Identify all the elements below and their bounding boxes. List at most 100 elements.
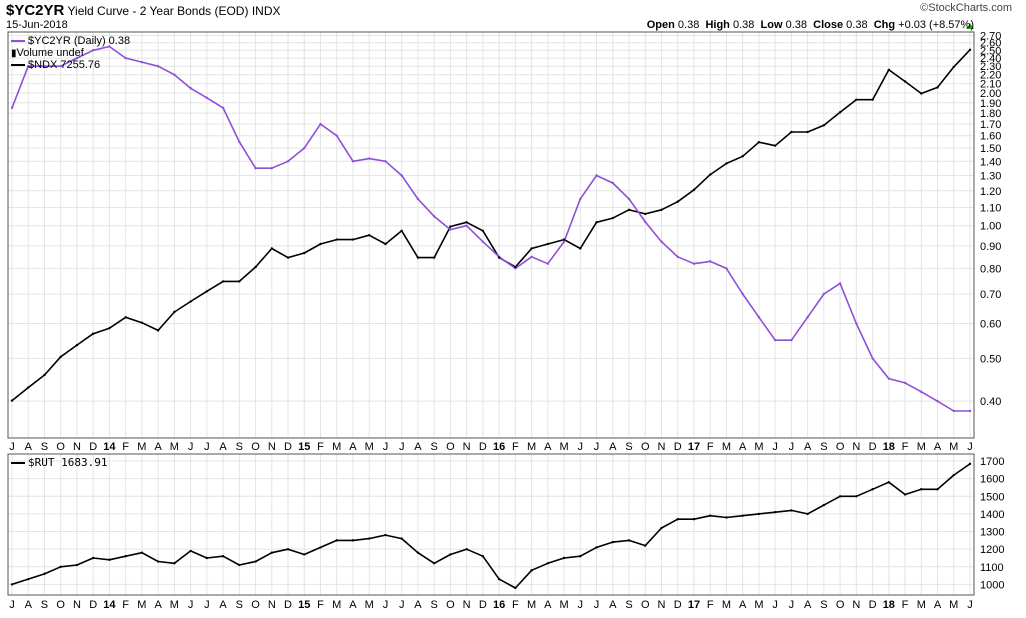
lower-x-tick-label: M — [559, 599, 568, 611]
upper-x-tick-label: F — [512, 441, 519, 453]
yc2yr-point — [546, 262, 550, 265]
lower-y-tick-label: 1600 — [980, 474, 1004, 486]
upper-x-tick-label: S — [625, 441, 632, 453]
rut-point — [416, 551, 420, 554]
legend-rut-label: $RUT 1683.91 — [28, 456, 108, 469]
yc2yr-point — [238, 140, 241, 143]
lower-x-tick-label: N — [658, 599, 666, 611]
rut-point — [335, 539, 338, 542]
rut-point — [562, 556, 566, 560]
lower-x-tick-label: N — [463, 599, 471, 611]
yc2yr-point — [903, 381, 907, 385]
ndx-point — [757, 140, 761, 144]
ndx-point — [855, 98, 858, 101]
yc2yr-point — [335, 134, 338, 137]
upper-x-tick-label: 14 — [103, 441, 116, 453]
rut-point — [124, 555, 127, 558]
rut-point — [91, 556, 95, 560]
rut-point — [238, 563, 241, 567]
upper-y-tick-label: 2.70 — [980, 31, 1001, 43]
ndx-point — [27, 386, 30, 389]
yc2yr-point — [75, 56, 79, 60]
rut-point — [189, 549, 192, 553]
ndx-point — [189, 300, 192, 303]
legend-ndx-label: $NDX 7255.76 — [28, 59, 101, 71]
lower-x-tick-label: A — [544, 599, 552, 611]
ndx-point — [270, 247, 273, 250]
rut-point — [838, 495, 842, 498]
rut-point — [773, 510, 777, 514]
up-arrow-icon — [966, 23, 974, 29]
lower-x-tick-label: N — [268, 599, 276, 611]
upper-y-tick-label: 2.10 — [980, 79, 1001, 91]
lower-x-tick-label: M — [949, 599, 958, 611]
yc2yr-point — [173, 73, 176, 76]
legend-volume-label: Volume undef — [16, 47, 84, 59]
upper-x-tick-label: D — [479, 441, 487, 453]
ndx-point — [368, 233, 371, 237]
ndx-point — [709, 173, 712, 176]
lower-y-tick-label: 1100 — [980, 562, 1004, 574]
ndx-point — [806, 130, 809, 134]
rut-point — [806, 512, 809, 516]
open-value: 0.38 — [677, 19, 700, 31]
yc2yr-point — [449, 228, 452, 231]
lower-x-tick-label: F — [122, 599, 129, 611]
upper-x-tick-label: O — [251, 441, 260, 453]
rut-point — [855, 495, 858, 498]
lower-x-tick-label: M — [137, 599, 146, 611]
yc2yr-point — [205, 96, 209, 100]
rut-point — [432, 562, 436, 565]
upper-x-tick-label: J — [399, 441, 405, 453]
ndx-point — [595, 221, 598, 224]
ndx-point — [530, 247, 533, 250]
high-value: 0.38 — [732, 19, 755, 31]
yc2yr-point — [465, 224, 468, 227]
lower-x-tick-label: O — [251, 599, 260, 611]
upper-y-tick-label: 0.70 — [980, 289, 1001, 301]
yc2yr-point — [644, 220, 647, 224]
upper-y-tick-label: 1.80 — [980, 108, 1001, 120]
upper-y-axis: 2.702.602.502.402.302.202.102.001.901.80… — [980, 31, 1001, 409]
legend-rut: $RUT 1683.91 — [11, 456, 107, 469]
rut-point — [644, 544, 647, 547]
ndx-point — [903, 80, 907, 83]
lower-x-tick-label: J — [383, 599, 389, 611]
yc2yr-point — [692, 262, 696, 265]
ndx-point — [887, 68, 891, 71]
yc2yr-point — [871, 357, 874, 360]
ndx-point — [611, 216, 614, 220]
lower-x-tick-label: 15 — [298, 599, 310, 611]
upper-x-tick-label: D — [674, 441, 682, 453]
legend-ndx: $NDX 7255.76 — [11, 59, 100, 71]
lower-x-tick-label: N — [73, 599, 81, 611]
lower-x-tick-label: S — [820, 599, 827, 611]
ndx-point — [838, 111, 842, 114]
lower-x-tick-label: A — [414, 599, 422, 611]
legend-yc-swatch — [11, 40, 25, 43]
rut-point — [173, 562, 176, 565]
yc2yr-point — [43, 65, 46, 68]
lower-x-tick-label: J — [789, 599, 795, 611]
ndx-point — [514, 265, 517, 269]
upper-x-tick-label: A — [154, 441, 162, 453]
ndx-point — [692, 188, 696, 192]
upper-x-tick-label: N — [463, 441, 471, 453]
lower-x-tick-label: S — [236, 599, 243, 611]
upper-x-tick-label: S — [236, 441, 243, 453]
upper-y-tick-label: 1.30 — [980, 170, 1001, 182]
yc2yr-point — [709, 260, 712, 263]
ndx-point — [497, 256, 501, 259]
lower-x-tick-label: O — [836, 599, 845, 611]
yc2yr-point — [303, 146, 306, 150]
rut-point — [871, 488, 874, 491]
ndx-point — [384, 242, 387, 246]
legend-ndx-swatch — [11, 64, 25, 67]
upper-x-tick-label: 17 — [688, 441, 700, 453]
upper-x-tick-label: N — [852, 441, 860, 453]
upper-x-tick-label: O — [56, 441, 65, 453]
lower-panel-frame — [7, 453, 975, 596]
yc2yr-point — [936, 399, 939, 403]
upper-x-tick-label: J — [594, 441, 600, 453]
yc2yr-point — [822, 292, 826, 296]
